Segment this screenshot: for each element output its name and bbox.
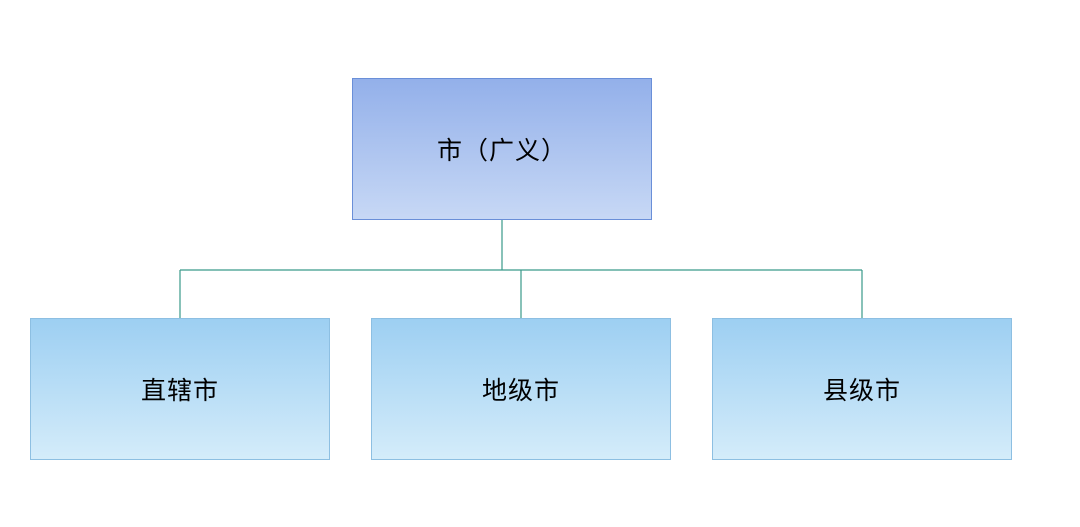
child-node-0-label: 直辖市 [141,371,219,407]
root-node-label: 市（广义） [437,131,567,167]
child-node-0: 直辖市 [30,318,330,460]
child-node-2-label: 县级市 [823,371,901,407]
child-node-1: 地级市 [371,318,671,460]
root-node: 市（广义） [352,78,652,220]
child-node-2: 县级市 [712,318,1012,460]
child-node-1-label: 地级市 [482,371,560,407]
